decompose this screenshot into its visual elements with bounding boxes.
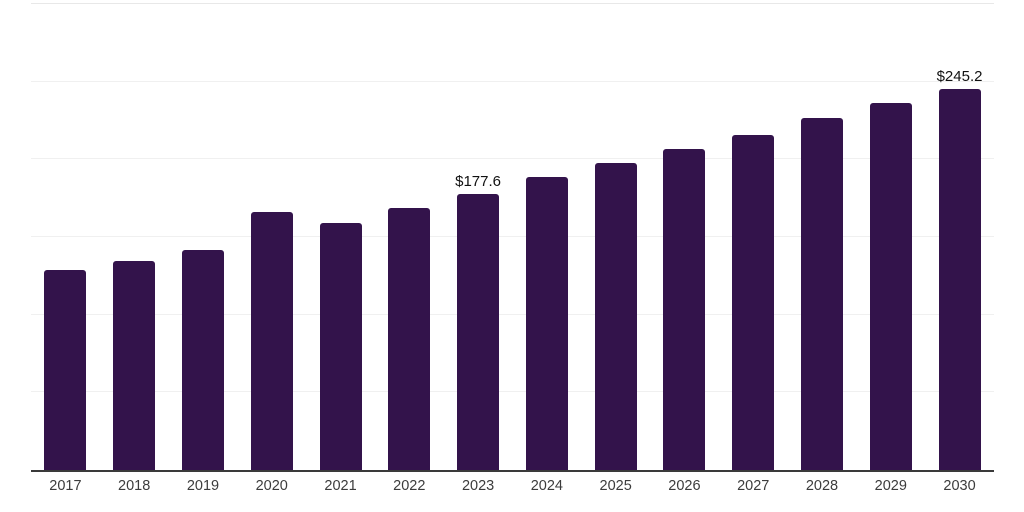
gridline-150 bbox=[31, 236, 994, 237]
x-tick-2020: 2020 bbox=[255, 478, 288, 494]
bar-band-2028 bbox=[788, 4, 857, 470]
x-tick-2022: 2022 bbox=[393, 478, 426, 494]
plot-area: $177.6 $245.2 bbox=[31, 3, 994, 472]
data-label-2023: $177.6 bbox=[455, 173, 502, 191]
bar-band-2030: $245.2 bbox=[925, 4, 994, 470]
bar-2023 bbox=[457, 194, 500, 470]
x-tick-2030: 2030 bbox=[943, 478, 976, 494]
bar-band-2022 bbox=[375, 4, 444, 470]
bar-2028 bbox=[800, 118, 843, 470]
bar-band-2025 bbox=[581, 4, 650, 470]
bar-band-2017 bbox=[31, 4, 100, 470]
bar-2019 bbox=[181, 249, 224, 470]
bar-2020 bbox=[250, 211, 293, 470]
bar-2026 bbox=[663, 148, 706, 470]
bar-band-2020 bbox=[237, 4, 306, 470]
bar-2029 bbox=[869, 102, 912, 470]
x-tick-2027: 2027 bbox=[737, 478, 770, 494]
x-tick-2024: 2024 bbox=[530, 478, 563, 494]
x-tick-2017: 2017 bbox=[49, 478, 82, 494]
data-label-2030: $245.2 bbox=[936, 68, 983, 86]
bar-band-2019 bbox=[169, 4, 238, 470]
bar-2022 bbox=[388, 207, 431, 470]
bar-band-2027 bbox=[719, 4, 788, 470]
bar-band-2021 bbox=[306, 4, 375, 470]
x-tick-2028: 2028 bbox=[805, 478, 839, 494]
bar-2030 bbox=[938, 89, 981, 470]
bar-band-2029 bbox=[856, 4, 925, 470]
bar-2018 bbox=[113, 261, 156, 470]
gridline-50 bbox=[31, 391, 994, 393]
bar-band-2018 bbox=[100, 4, 169, 470]
bar-2025 bbox=[594, 162, 637, 470]
x-tick-2025: 2025 bbox=[599, 478, 632, 494]
gridline-200 bbox=[31, 158, 994, 160]
bar-band-2023: $177.6 bbox=[444, 4, 513, 470]
bar-2024 bbox=[525, 177, 568, 470]
bar-band-2026 bbox=[650, 4, 719, 470]
x-axis-labels: 2017 2018 2019 2020 2021 2022 2023 2024 2025 2026… bbox=[31, 478, 994, 495]
gridline-300 bbox=[31, 3, 994, 4]
x-tick-2018: 2018 bbox=[118, 478, 151, 494]
x-tick-2023: 2023 bbox=[461, 478, 495, 494]
gridline-100 bbox=[31, 313, 994, 315]
bar-2027 bbox=[732, 134, 775, 470]
bar-2017 bbox=[44, 270, 87, 470]
x-tick-2019: 2019 bbox=[186, 478, 220, 494]
x-tick-2029: 2029 bbox=[874, 478, 907, 494]
x-tick-2021: 2021 bbox=[324, 478, 357, 494]
bar-band-2024 bbox=[512, 4, 581, 470]
gridline-250 bbox=[31, 80, 994, 82]
bar-series: $177.6 $245.2 bbox=[31, 4, 994, 470]
x-tick-2026: 2026 bbox=[668, 478, 701, 494]
bar-2021 bbox=[319, 222, 362, 470]
